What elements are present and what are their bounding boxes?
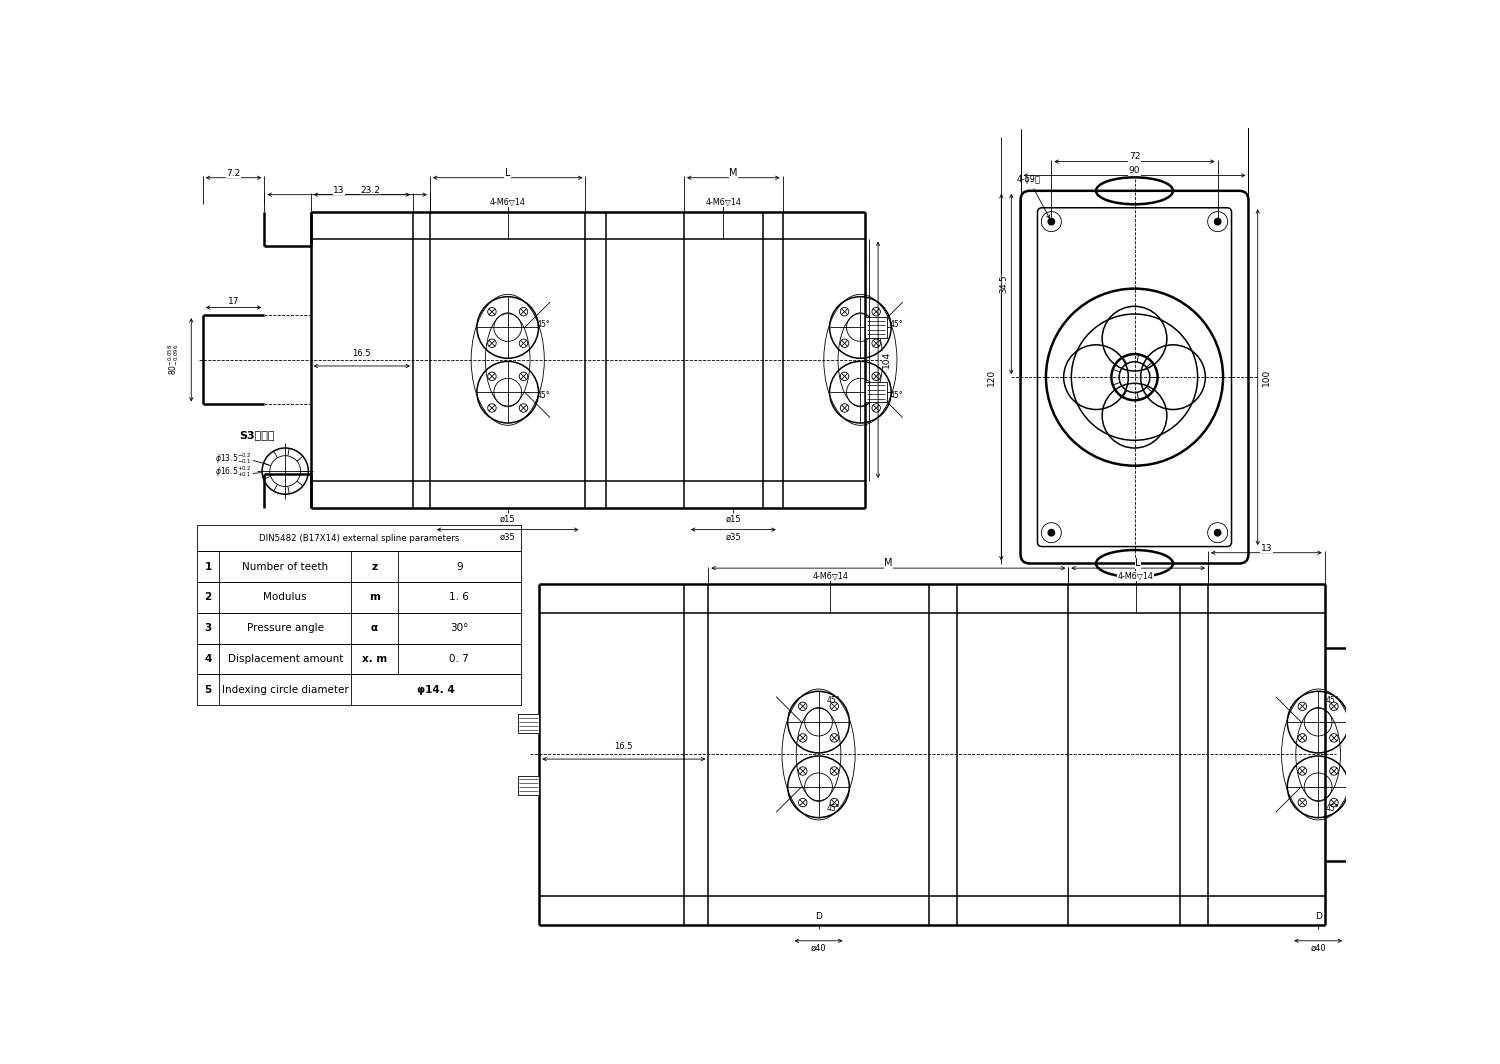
Text: 4-M6▽14: 4-M6▽14 (812, 571, 847, 580)
Bar (198, 675, 520, 705)
Text: 5: 5 (204, 685, 212, 695)
Bar (198, 613, 520, 644)
Text: 7.2: 7.2 (226, 168, 240, 178)
Text: 104: 104 (882, 351, 891, 368)
Text: 23.2: 23.2 (360, 185, 380, 195)
Text: 3: 3 (204, 624, 212, 633)
Text: 45°: 45° (1326, 804, 1340, 813)
Text: 4-M6▽14: 4-M6▽14 (1118, 571, 1154, 580)
Text: ø35: ø35 (500, 533, 516, 542)
Text: 13: 13 (333, 185, 345, 195)
Text: 45°: 45° (890, 390, 903, 400)
Text: 16.5: 16.5 (615, 743, 633, 751)
Text: D: D (815, 912, 822, 920)
Text: Indexing circle diameter: Indexing circle diameter (222, 685, 348, 695)
Text: D: D (1314, 912, 1322, 920)
Circle shape (1048, 218, 1054, 226)
Bar (198, 644, 520, 675)
Text: 16.5: 16.5 (352, 349, 370, 359)
Text: $80^{-0.058}_{-0.096}$: $80^{-0.058}_{-0.096}$ (166, 344, 182, 376)
Text: M: M (884, 559, 892, 568)
Text: 9: 9 (456, 562, 462, 571)
Text: 45°: 45° (1326, 696, 1340, 705)
Text: $\phi$16.5$^{+0.2}_{+0.1}$: $\phi$16.5$^{+0.2}_{+0.1}$ (214, 465, 252, 480)
Text: 45°: 45° (827, 804, 840, 813)
Text: φ14. 4: φ14. 4 (417, 685, 454, 695)
Text: L: L (1136, 559, 1142, 568)
Text: 45°: 45° (537, 320, 550, 329)
Text: z: z (372, 562, 378, 571)
Text: 30°: 30° (450, 624, 468, 633)
Text: 1: 1 (204, 562, 212, 571)
Text: Number of teeth: Number of teeth (242, 562, 328, 571)
Text: 4-M6▽14: 4-M6▽14 (705, 198, 741, 206)
Text: 120: 120 (987, 368, 996, 386)
Text: 45°: 45° (827, 696, 840, 705)
Bar (198, 525, 520, 551)
Bar (518, 714, 540, 733)
Text: 100: 100 (1263, 368, 1272, 386)
Text: 2: 2 (204, 593, 212, 602)
Text: 0. 7: 0. 7 (450, 654, 470, 664)
Bar (518, 776, 540, 795)
Circle shape (1214, 218, 1221, 226)
Bar (865, 382, 886, 402)
Text: α: α (370, 624, 378, 633)
Text: ø35: ø35 (726, 533, 741, 542)
Text: ø40: ø40 (1311, 944, 1326, 953)
Bar (198, 551, 520, 582)
Text: 72: 72 (1130, 152, 1140, 162)
Text: S3齿轴件: S3齿轴件 (238, 430, 274, 439)
Text: 45°: 45° (890, 320, 903, 329)
Bar (865, 317, 886, 337)
Text: M: M (729, 168, 738, 178)
Text: 1. 6: 1. 6 (450, 593, 470, 602)
Circle shape (1214, 529, 1221, 536)
Text: 4-φ9内: 4-φ9内 (1017, 174, 1050, 218)
Text: 4: 4 (204, 654, 212, 664)
Text: x. m: x. m (362, 654, 387, 664)
Text: 13: 13 (1260, 544, 1272, 552)
Circle shape (1048, 529, 1054, 536)
Text: DIN5482 (B17X14) external spline parameters: DIN5482 (B17X14) external spline paramet… (260, 533, 459, 543)
Bar (198, 582, 520, 613)
Text: 45°: 45° (537, 390, 550, 400)
Text: 17: 17 (228, 297, 240, 305)
Text: ø40: ø40 (810, 944, 826, 953)
Text: Pressure angle: Pressure angle (246, 624, 324, 633)
Text: ø15: ø15 (500, 514, 516, 523)
Text: Modulus: Modulus (264, 593, 308, 602)
Text: Displacement amount: Displacement amount (228, 654, 344, 664)
Text: m: m (369, 593, 380, 602)
Text: $\phi$13.5$^{-0.2}_{-0.1}$: $\phi$13.5$^{-0.2}_{-0.1}$ (214, 451, 252, 466)
Text: 90: 90 (1128, 166, 1140, 176)
Text: 34.5: 34.5 (999, 275, 1008, 294)
Text: L: L (506, 168, 510, 178)
Text: ø15: ø15 (726, 514, 741, 523)
Text: 4-M6▽14: 4-M6▽14 (490, 198, 525, 206)
